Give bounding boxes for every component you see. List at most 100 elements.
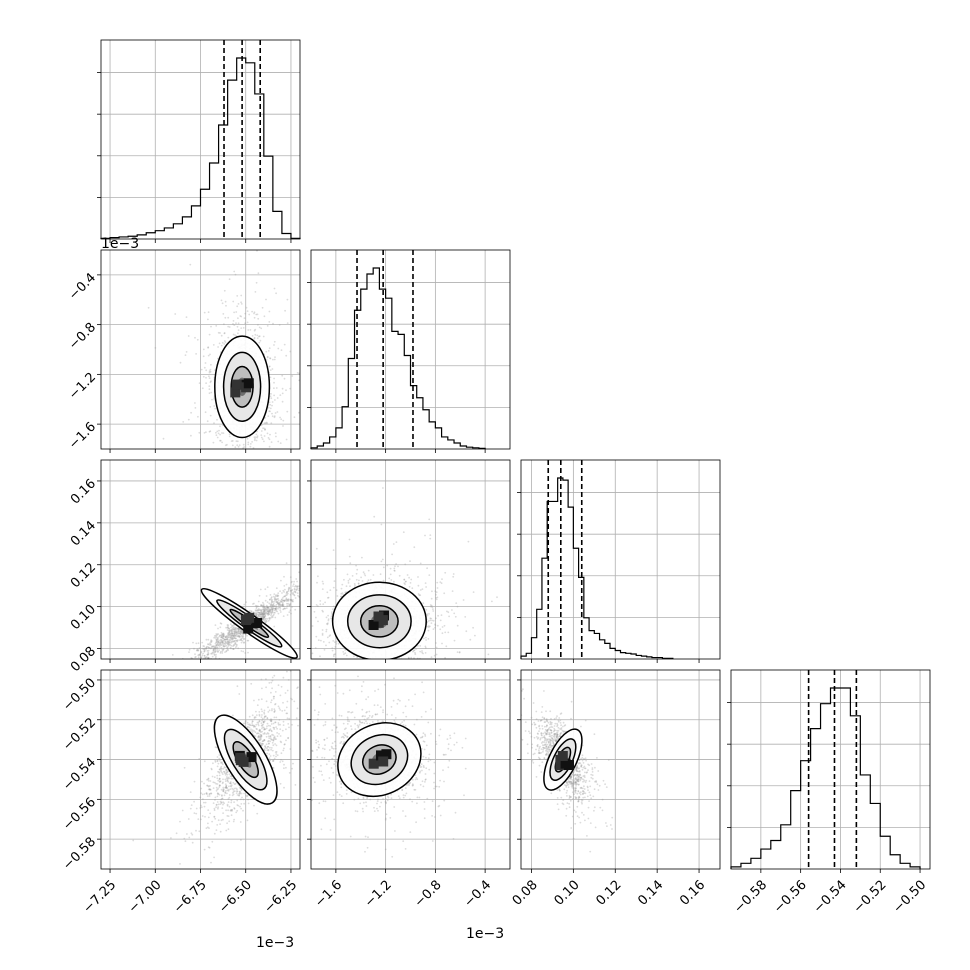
sample-point [243,792,246,795]
sample-point [274,743,276,745]
sample-point [219,650,222,653]
sample-point [227,625,229,628]
sample-point [283,613,285,615]
sample-point [263,609,266,612]
sample-point [237,329,240,331]
sample-point [261,613,264,616]
sample-point [218,778,221,781]
sample-point [439,619,442,622]
sample-point [429,537,432,540]
sample-point [157,682,159,684]
sample-point [301,615,303,617]
sample-point [235,643,237,646]
sample-point [198,653,201,656]
sample-point [300,604,302,606]
sample-point [294,588,296,591]
sample-point [272,602,275,605]
sample-point [282,599,284,602]
sample-point [240,641,243,644]
sample-point [287,588,290,590]
sample-point [267,706,269,709]
sample-point [275,601,278,603]
sample-point [309,577,311,579]
sample-point [308,592,310,594]
sample-point [236,639,239,641]
sample-point [372,574,375,576]
sample-point [262,615,264,618]
sample-point [235,631,238,634]
sample-point [229,637,232,639]
sample-point [262,612,264,615]
sample-point [289,609,292,612]
sample-point [234,628,237,630]
sample-point [235,631,238,634]
sample-point [348,578,351,580]
sample-point [227,789,230,792]
sample-point [264,613,266,616]
sample-point [354,662,356,664]
sample-point [268,609,270,612]
sample-point [232,635,235,637]
sample-point [228,634,231,637]
sample-point [211,840,214,843]
sample-point [220,299,223,302]
sample-point [209,406,212,408]
sample-point [236,794,239,796]
sample-point [221,640,223,643]
sample-point [229,634,232,637]
sample-point [269,740,271,743]
sample-point [291,375,294,377]
sample-point [351,575,354,577]
sample-point [286,600,288,602]
sample-point [281,710,284,712]
sample-point [213,776,216,779]
sample-point [257,323,259,326]
sample-point [212,762,214,765]
sample-point [218,754,221,756]
sample-point [226,641,229,644]
sample-point [234,634,237,636]
sample-point [263,315,266,318]
sample-point [491,600,493,603]
sample-point [219,784,221,787]
sample-point [235,634,238,636]
sample-point [319,689,321,691]
sample-point [268,438,271,441]
sample-point [264,608,267,611]
sample-point [225,638,227,641]
sample-point [260,722,263,725]
sample-point [207,643,210,646]
sample-point [336,595,339,597]
sample-point [226,646,229,649]
sample-point [271,601,274,603]
sample-point [222,649,225,651]
sample-point [276,602,279,604]
sample-point [327,614,329,617]
sample-point [256,474,258,476]
sample-point [227,632,230,635]
sample-point [300,587,302,589]
sample-point [219,439,221,442]
sample-point [283,608,285,610]
sample-point [228,629,231,632]
sample-point [274,412,277,414]
sample-point [227,641,230,643]
sample-point [365,675,367,677]
sample-point [328,635,331,637]
sample-point [408,585,411,588]
sample-point [198,654,201,657]
sample-point [201,665,203,667]
sample-point [216,644,219,646]
sample-point [344,591,347,594]
sample-point [216,430,219,433]
sample-point [218,784,221,787]
sample-point [255,433,258,436]
sample-point [215,638,218,641]
sample-point [394,565,396,568]
sample-point [275,606,278,609]
sample-point [243,446,246,448]
sample-point [226,635,229,638]
sample-point [290,590,292,592]
sample-point [203,650,206,653]
sample-point [183,512,185,514]
